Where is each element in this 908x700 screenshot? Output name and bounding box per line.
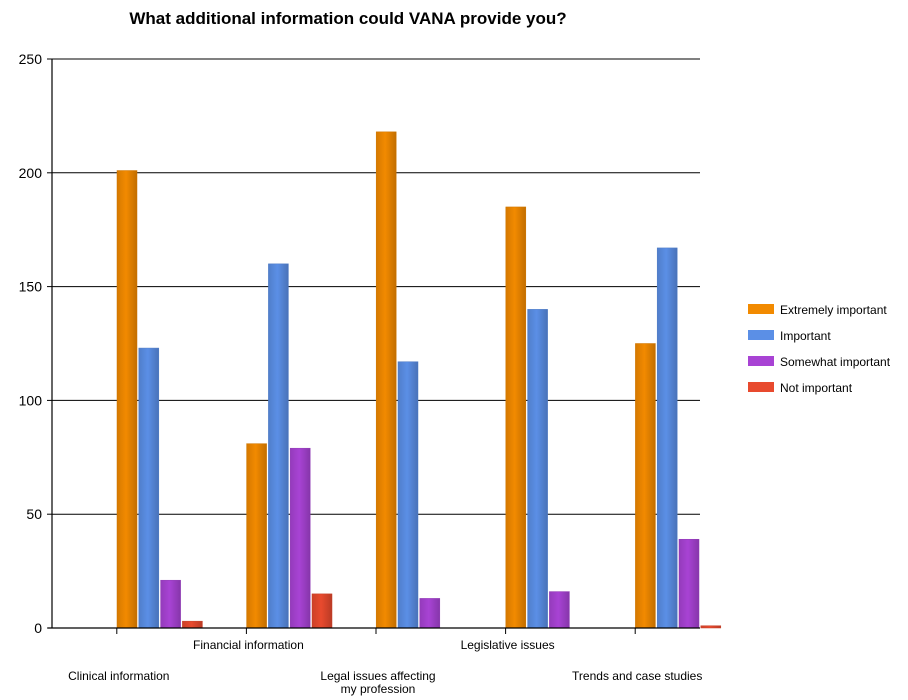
y-tick-label: 150 (19, 279, 43, 295)
y-tick-label: 0 (34, 620, 42, 636)
bar (311, 593, 333, 629)
y-axis-ticks: 0 50 100 150 200 250 (19, 51, 43, 636)
legend-swatch (748, 304, 774, 314)
bar (246, 443, 267, 629)
y-tick-label: 100 (19, 392, 43, 408)
bar (397, 361, 419, 629)
x-category-label: Trends and case studies (572, 669, 702, 683)
bar (700, 625, 722, 629)
legend-swatch (748, 356, 774, 366)
x-category-label: Financial information (193, 638, 304, 652)
x-category-label: Legislative issues (461, 638, 555, 652)
bar (419, 598, 441, 629)
legend-swatch (748, 382, 774, 392)
y-tick-label: 200 (19, 165, 43, 181)
legend-label: Extremely important (780, 303, 887, 317)
bar (656, 247, 678, 629)
bar (549, 591, 570, 629)
legend-label: Somewhat important (780, 355, 891, 369)
bar (678, 538, 700, 629)
x-category-label: Legal issues affecting my profession (320, 669, 435, 696)
bar (375, 131, 397, 629)
legend-label: Important (780, 329, 831, 343)
y-tick-label: 50 (26, 506, 42, 522)
bar (138, 347, 160, 629)
chart-title: What additional information could VANA p… (129, 9, 566, 28)
bar (635, 343, 656, 629)
legend-swatch (748, 330, 774, 340)
legend-label: Not important (780, 381, 853, 395)
bars (116, 131, 722, 629)
bar (505, 206, 527, 629)
x-axis-labels: Clinical information Financial informatio… (68, 638, 702, 696)
bar (268, 263, 289, 629)
axes (47, 58, 700, 634)
y-tick-label: 250 (19, 51, 43, 67)
bar (527, 309, 548, 629)
bar (182, 620, 203, 629)
bar (160, 579, 181, 629)
bar (289, 447, 311, 629)
bar (116, 170, 138, 629)
x-category-label: Clinical information (68, 669, 169, 683)
legend: Extremely important Important Somewhat imp… (748, 303, 891, 395)
